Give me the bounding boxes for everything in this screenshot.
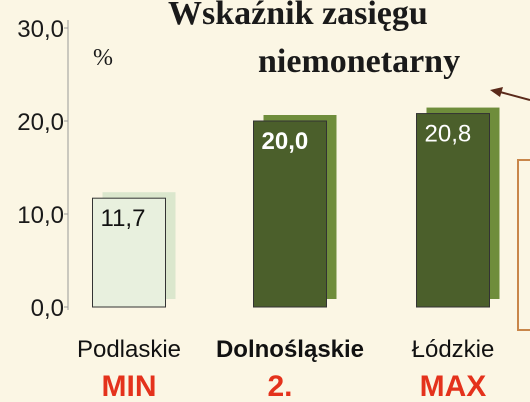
y-tick-label: 20,0 <box>17 109 64 136</box>
arrow-head <box>490 87 503 97</box>
y-axis-label: % <box>93 45 113 71</box>
y-tick-label: 10,0 <box>17 202 64 229</box>
x-tick-label: Łódzkie <box>412 336 495 363</box>
x-tick-label: Dolnośląskie <box>216 336 364 363</box>
value-label: 20,0 <box>262 128 309 155</box>
bar <box>253 120 327 308</box>
bar <box>416 113 490 308</box>
annotation: 2. <box>267 370 292 402</box>
annotation: MAX <box>420 370 487 402</box>
y-tick-label: 0,0 <box>31 295 64 322</box>
y-tick-label: 30,0 <box>17 16 64 43</box>
arrow <box>499 91 530 101</box>
chart-title: Wskaźnik zasięgu <box>168 0 428 32</box>
value-label: 20,8 <box>425 121 472 148</box>
bar <box>92 197 166 308</box>
annotation: MIN <box>102 370 157 402</box>
value-label: 11,7 <box>101 205 146 232</box>
chart-title: niemonetarny <box>258 43 460 80</box>
side-box <box>517 159 530 331</box>
x-tick-label: Podlaskie <box>77 336 181 363</box>
